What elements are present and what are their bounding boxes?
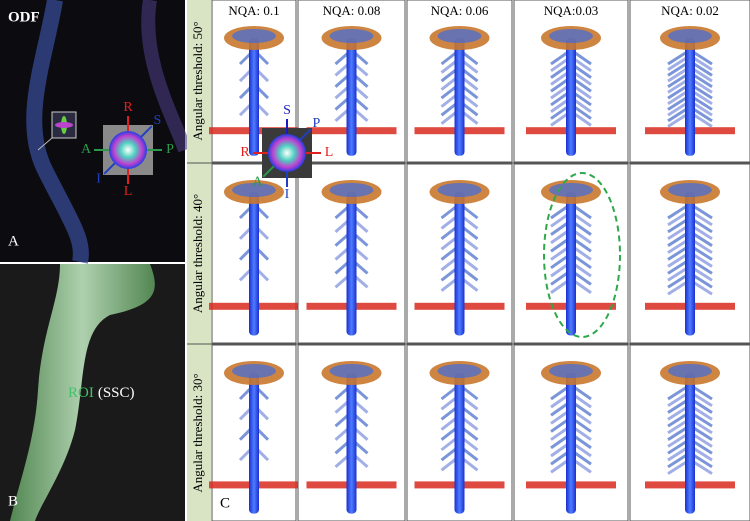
orientation-label: A: [253, 175, 264, 190]
brainstem-fibers: [437, 364, 482, 378]
brainstem-fibers: [549, 183, 593, 197]
orientation-axis: [140, 125, 153, 138]
odf-glyph: [55, 122, 73, 128]
brainstem-fibers: [329, 183, 374, 197]
roi-label: ROI (SSC): [68, 385, 135, 401]
odf-field: [26, 0, 89, 264]
brainstem-fibers: [549, 29, 593, 43]
brainstem-fibers: [437, 183, 482, 197]
brainstem-fibers: [232, 29, 276, 43]
orientation-axis: [262, 165, 275, 178]
row-label: Angular threshold: 30°: [190, 373, 205, 492]
spinal-cord: [566, 192, 576, 336]
brainstem-fibers: [437, 29, 482, 43]
roi-mask: [10, 264, 155, 521]
orientation-label: P: [313, 116, 321, 131]
orientation-label: S: [283, 103, 291, 118]
orientation-axis: [299, 128, 312, 141]
orientation-label: I: [285, 187, 290, 202]
spinal-cord: [685, 373, 695, 514]
brainstem-fibers: [668, 183, 712, 197]
panel-label: A: [8, 233, 19, 249]
spinal-cord: [566, 373, 576, 514]
row-label: Angular threshold: 40°: [190, 194, 205, 313]
brainstem-fibers: [668, 29, 712, 43]
spinal-cord: [685, 38, 695, 156]
column-header: NQA: 0.08: [323, 3, 381, 18]
brainstem-fibers: [329, 29, 374, 43]
panel-label: C: [220, 495, 230, 511]
spinal-cord: [454, 192, 465, 336]
orientation-label: A: [81, 142, 92, 157]
brainstem-fibers: [549, 364, 593, 378]
orientation-label: L: [124, 184, 133, 199]
spinal-cord: [346, 192, 357, 336]
orientation-label: I: [96, 172, 101, 187]
column-header: NQA: 0.02: [661, 3, 719, 18]
spinal-cord: [346, 373, 357, 514]
spinal-cord: [454, 38, 465, 156]
spinal-cord: [249, 192, 259, 336]
inset-pointer: [37, 137, 53, 151]
orientation-label: S: [154, 113, 162, 128]
spinal-cord: [249, 38, 259, 156]
brainstem-fibers: [329, 364, 374, 378]
column-header: NQA: 0.1: [228, 3, 279, 18]
roi-name: ROI: [68, 385, 94, 401]
orientation-label: L: [325, 145, 334, 160]
spinal-cord: [566, 38, 576, 156]
orientation-axis: [103, 162, 116, 175]
spinal-cord: [249, 373, 259, 514]
spinal-cord: [346, 38, 357, 156]
odf-field: [141, 0, 192, 153]
spinal-cord: [685, 192, 695, 336]
row-label: Angular threshold: 50°: [190, 21, 205, 140]
column-header: NQA: 0.06: [431, 3, 489, 18]
orientation-sphere: [109, 131, 147, 169]
brainstem-fibers: [668, 364, 712, 378]
orientation-label: P: [166, 142, 174, 157]
brainstem-fibers: [232, 364, 276, 378]
highlight: [543, 172, 621, 338]
orientation-widget: S P R L A I: [240, 103, 333, 202]
orientation-sphere: [268, 134, 306, 172]
orientation-label: R: [123, 100, 133, 115]
panel-c: Angular threshold: 50° Angular threshold:…: [187, 0, 750, 521]
column-header: NQA:0.03: [544, 3, 599, 18]
panel-label: B: [8, 493, 18, 509]
brainstem-fibers: [232, 183, 276, 197]
spinal-cord: [454, 373, 465, 514]
row-label-band: [187, 0, 211, 521]
panel-title: ODF: [8, 9, 40, 25]
orientation-widget: R S A P I L: [81, 100, 174, 199]
orientation-label: R: [240, 145, 250, 160]
roi-note: (SSC): [98, 385, 135, 401]
